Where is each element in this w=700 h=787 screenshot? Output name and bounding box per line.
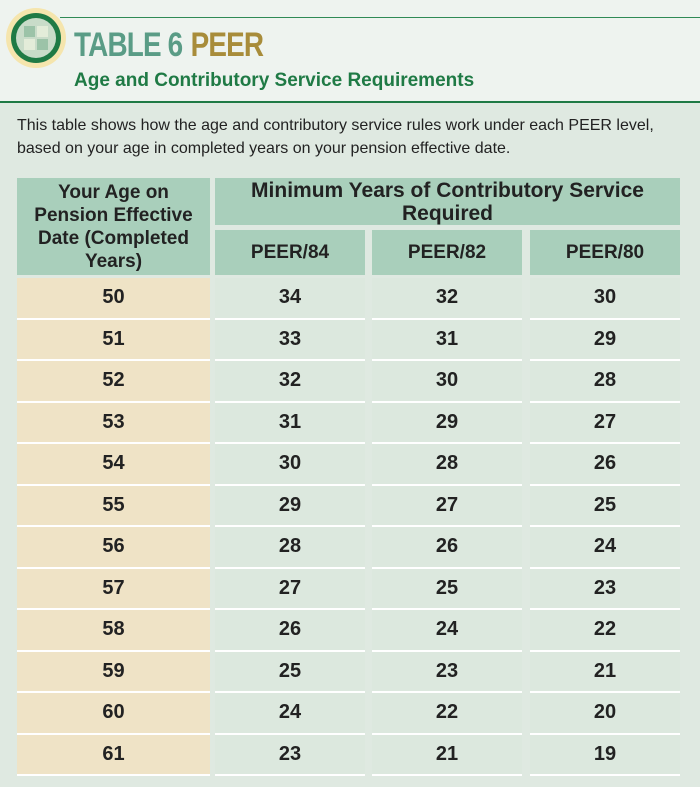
value-cell: 26: [372, 527, 522, 569]
value-cell: 30: [372, 361, 522, 403]
value-cell: 22: [372, 693, 522, 735]
value-cell: 28: [530, 361, 680, 403]
value-cell: 30: [215, 444, 365, 486]
value-cell: 25: [215, 651, 365, 693]
value-cell: 31: [215, 402, 365, 444]
value-cell: 23: [215, 734, 365, 776]
value-cell: 27: [372, 485, 522, 527]
age-cell: 55: [17, 485, 210, 527]
value-cell: 27: [530, 402, 680, 444]
value-cell: 26: [215, 610, 365, 652]
column-header: PEER/80: [530, 230, 680, 275]
age-cell: 54: [17, 444, 210, 486]
row-header: Your Age on Pension Effective Date (Comp…: [17, 178, 210, 275]
value-cell: 22: [530, 610, 680, 652]
value-cell: 28: [372, 444, 522, 486]
value-cell: 31: [372, 319, 522, 361]
value-cell: 29: [372, 402, 522, 444]
value-cell: 33: [215, 319, 365, 361]
value-cell: 32: [215, 361, 365, 403]
value-cell: 20: [530, 693, 680, 735]
column-header: PEER/82: [372, 230, 522, 275]
value-cell: 24: [530, 527, 680, 569]
age-cell: 50: [17, 278, 210, 320]
table-label: TABLE 6 PEER: [74, 26, 264, 64]
value-cell: 25: [530, 485, 680, 527]
age-cell: 57: [17, 568, 210, 610]
age-cell: 53: [17, 402, 210, 444]
value-cell: 24: [215, 693, 365, 735]
icon: [6, 8, 66, 68]
value-cell: 24: [372, 610, 522, 652]
value-cell: 23: [530, 568, 680, 610]
group-header: Minimum Years of Contributory Service Re…: [215, 178, 680, 225]
age-cell: 52: [17, 361, 210, 403]
age-cell: 61: [17, 734, 210, 776]
value-cell: 25: [372, 568, 522, 610]
value-cell: 28: [215, 527, 365, 569]
table-name: PEER: [190, 26, 264, 64]
value-cell: 26: [530, 444, 680, 486]
value-cell: 30: [530, 278, 680, 320]
age-cell: 60: [17, 693, 210, 735]
age-cell: 51: [17, 319, 210, 361]
value-cell: 21: [530, 651, 680, 693]
description: This table shows how the age and contrib…: [17, 117, 654, 157]
age-cell: 56: [17, 527, 210, 569]
age-cell: 59: [17, 651, 210, 693]
value-cell: 29: [215, 485, 365, 527]
value-cell: 32: [372, 278, 522, 320]
rule: [60, 17, 700, 18]
subtitle: Age and Contributory Service Requirement…: [74, 70, 475, 91]
value-cell: 23: [372, 651, 522, 693]
value-cell: 27: [215, 568, 365, 610]
value-cell: 29: [530, 319, 680, 361]
value-cell: 21: [372, 734, 522, 776]
column-header: PEER/84: [215, 230, 365, 275]
value-cell: 34: [215, 278, 365, 320]
age-cell: 58: [17, 610, 210, 652]
value-cell: 19: [530, 734, 680, 776]
